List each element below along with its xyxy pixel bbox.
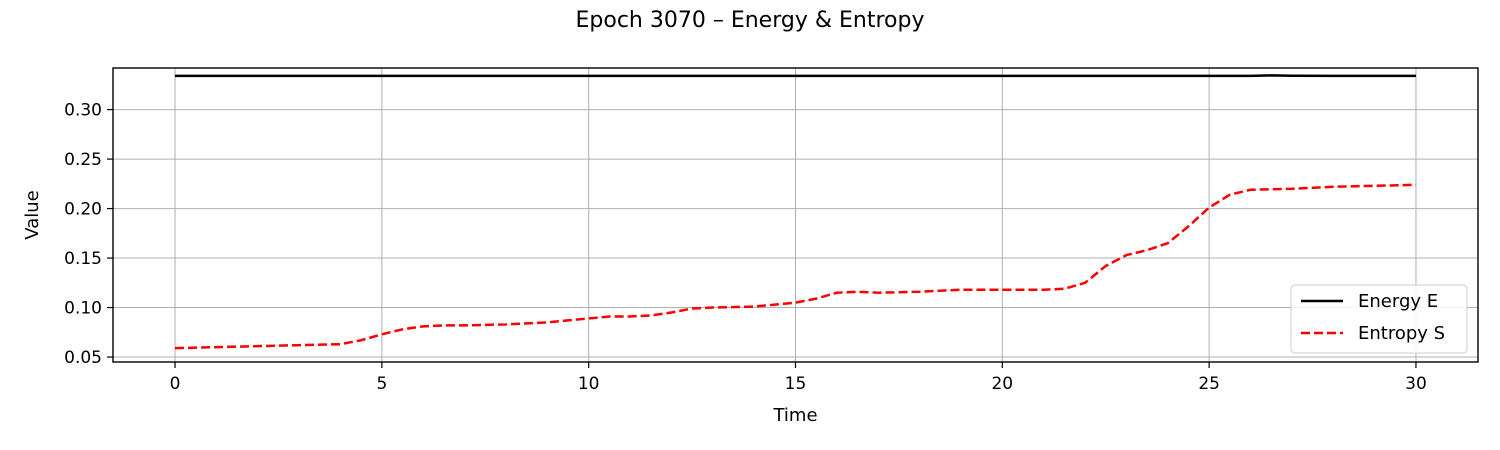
x-tick-label: 0 <box>170 374 181 394</box>
x-tick-label: 10 <box>578 374 600 394</box>
x-tick-label: 25 <box>1198 374 1220 394</box>
legend-label-entropy: Entropy S <box>1358 323 1445 344</box>
y-axis-label: Value <box>22 190 43 239</box>
y-tick-label: 0.30 <box>64 101 102 121</box>
chart-title: Epoch 3070 – Energy & Entropy <box>576 8 925 33</box>
legend-label-energy: Energy E <box>1358 291 1438 312</box>
x-tick-label: 15 <box>785 374 807 394</box>
grid <box>113 68 1478 362</box>
legend: Energy E Entropy S <box>1290 284 1468 354</box>
series-layer <box>175 74 1416 350</box>
y-tick-label: 0.05 <box>64 348 102 368</box>
series-energy-line <box>175 74 1416 78</box>
ticks: 0 5 10 15 20 25 30 0.05 0.10 0.15 0.20 0.25 0.30 <box>64 101 1427 394</box>
y-tick-label: 0.15 <box>64 249 102 269</box>
x-tick-label: 20 <box>991 374 1013 394</box>
y-tick-label: 0.20 <box>64 200 102 220</box>
x-tick-label: 5 <box>376 374 387 394</box>
y-tick-label: 0.10 <box>64 299 102 319</box>
series-entropy-line <box>175 183 1416 350</box>
x-axis-label: Time <box>772 405 817 426</box>
x-tick-label: 30 <box>1405 374 1427 394</box>
y-tick-label: 0.25 <box>64 150 102 170</box>
